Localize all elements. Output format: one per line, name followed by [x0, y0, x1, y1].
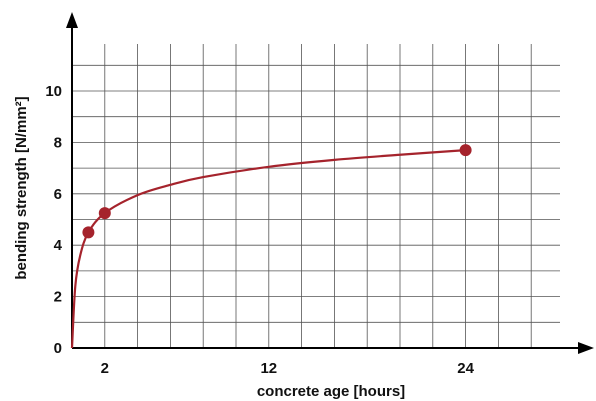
series-line	[70, 149, 466, 349]
y-tick-label: 10	[45, 83, 62, 100]
y-tick-label: 6	[54, 186, 62, 203]
y-axis-title: bending strength [N/mm²]	[13, 96, 30, 279]
data-point	[459, 144, 472, 157]
x-axis-title: concrete age [hours]	[257, 383, 405, 400]
y-tick-label: 0	[54, 340, 62, 357]
x-tick-label: 12	[260, 360, 277, 377]
y-axis-arrow-icon	[66, 12, 78, 28]
axes	[66, 12, 594, 354]
x-tick-label: 2	[101, 360, 109, 377]
x-axis-arrow-icon	[578, 342, 594, 354]
y-tick-label: 8	[54, 134, 62, 151]
data-point	[98, 207, 111, 220]
x-tick-label: 24	[457, 360, 474, 377]
y-tick-label: 4	[54, 237, 63, 254]
y-tick-label: 2	[54, 289, 62, 306]
grid	[72, 44, 560, 348]
series	[70, 144, 472, 349]
data-point	[82, 226, 95, 239]
